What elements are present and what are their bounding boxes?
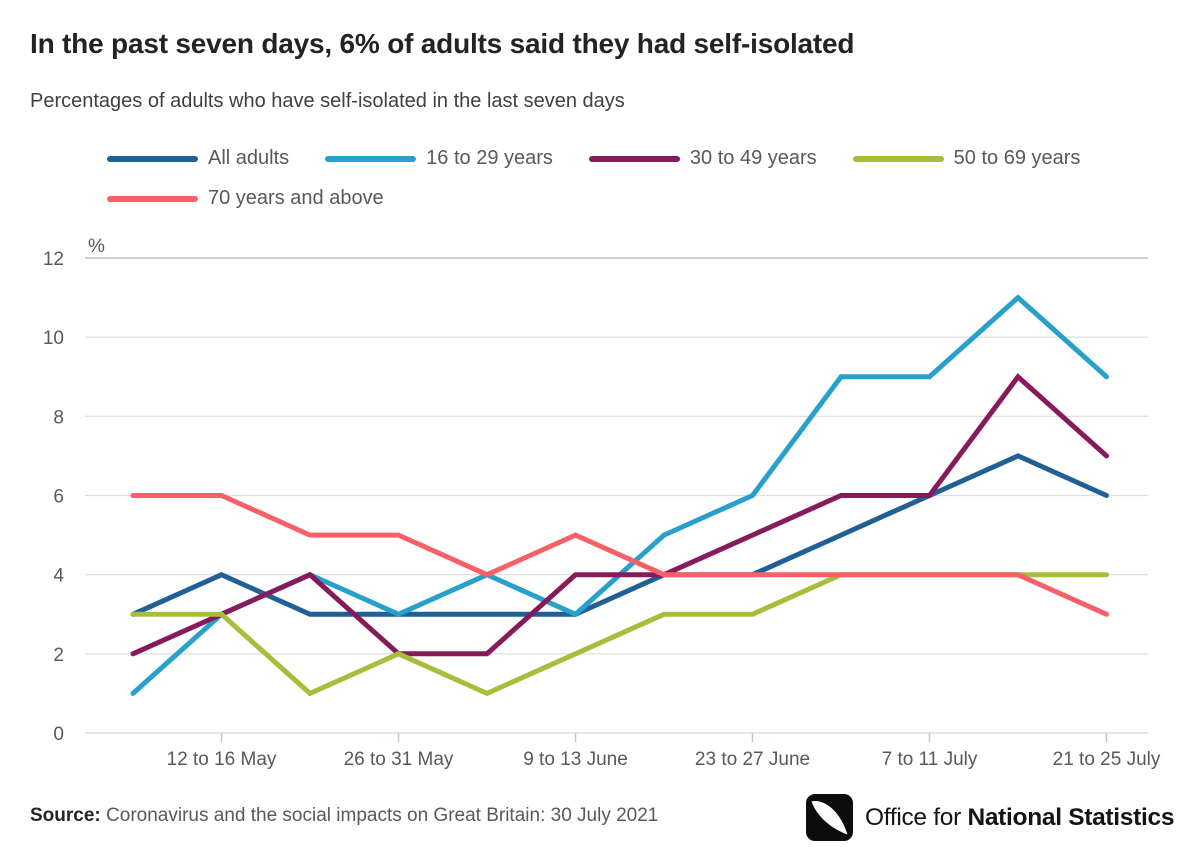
svg-text:8: 8 <box>53 407 64 428</box>
svg-text:6: 6 <box>53 487 64 508</box>
ons-logo: Office for National Statistics <box>806 794 1174 841</box>
ons-logo-text-bold: National Statistics <box>967 803 1175 831</box>
legend-label: 30 to 49 years <box>689 147 817 169</box>
svg-text:12: 12 <box>43 249 64 270</box>
legend-item-70-and-above: 70 years and above <box>107 187 384 210</box>
source-text: Coronavirus and the social impacts on Gr… <box>100 805 659 826</box>
chart-legend: All adults 16 to 29 years 30 to 49 years… <box>107 147 1116 227</box>
svg-text:7 to 11 July: 7 to 11 July <box>882 749 978 770</box>
legend-row-1: All adults 16 to 29 years 30 to 49 years… <box>107 147 1116 170</box>
ons-logo-text-prefix: Office for <box>865 803 968 831</box>
legend-row-2: 70 years and above <box>107 187 1116 210</box>
legend-label: 16 to 29 years <box>426 147 553 169</box>
source-line: Source: Coronavirus and the social impac… <box>30 805 658 827</box>
svg-text:21 to 25 July: 21 to 25 July <box>1053 749 1161 770</box>
svg-text:4: 4 <box>53 566 64 587</box>
svg-text:23 to 27 June: 23 to 27 June <box>695 749 810 770</box>
svg-text:10: 10 <box>43 328 64 349</box>
legend-item-16-to-29: 16 to 29 years <box>325 147 553 170</box>
legend-swatch-50-to-69 <box>852 155 944 162</box>
svg-text:2: 2 <box>53 645 64 666</box>
legend-item-all-adults: All adults <box>107 147 289 170</box>
svg-text:0: 0 <box>53 724 64 745</box>
ons-logo-icon <box>806 794 853 841</box>
legend-swatch-30-to-49 <box>588 155 680 162</box>
ons-logo-text: Office for National Statistics <box>865 804 1174 832</box>
legend-swatch-all-adults <box>107 155 198 162</box>
legend-label: 70 years and above <box>208 187 384 209</box>
source-label: Source: <box>30 805 101 826</box>
legend-label: All adults <box>208 147 290 169</box>
chart-title: In the past seven days, 6% of adults sai… <box>30 28 855 59</box>
legend-swatch-70-and-above <box>107 195 198 202</box>
legend-item-30-to-49: 30 to 49 years <box>588 147 817 170</box>
svg-text:%: % <box>88 236 105 257</box>
svg-text:12 to 16 May: 12 to 16 May <box>167 749 277 770</box>
legend-item-50-to-69: 50 to 69 years <box>852 147 1081 170</box>
chart-subtitle: Percentages of adults who have self-isol… <box>30 90 625 112</box>
legend-swatch-16-to-29 <box>325 155 417 162</box>
svg-text:9 to 13 June: 9 to 13 June <box>523 749 628 770</box>
legend-label: 50 to 69 years <box>953 147 1081 169</box>
svg-text:26 to 31 May: 26 to 31 May <box>344 749 454 770</box>
